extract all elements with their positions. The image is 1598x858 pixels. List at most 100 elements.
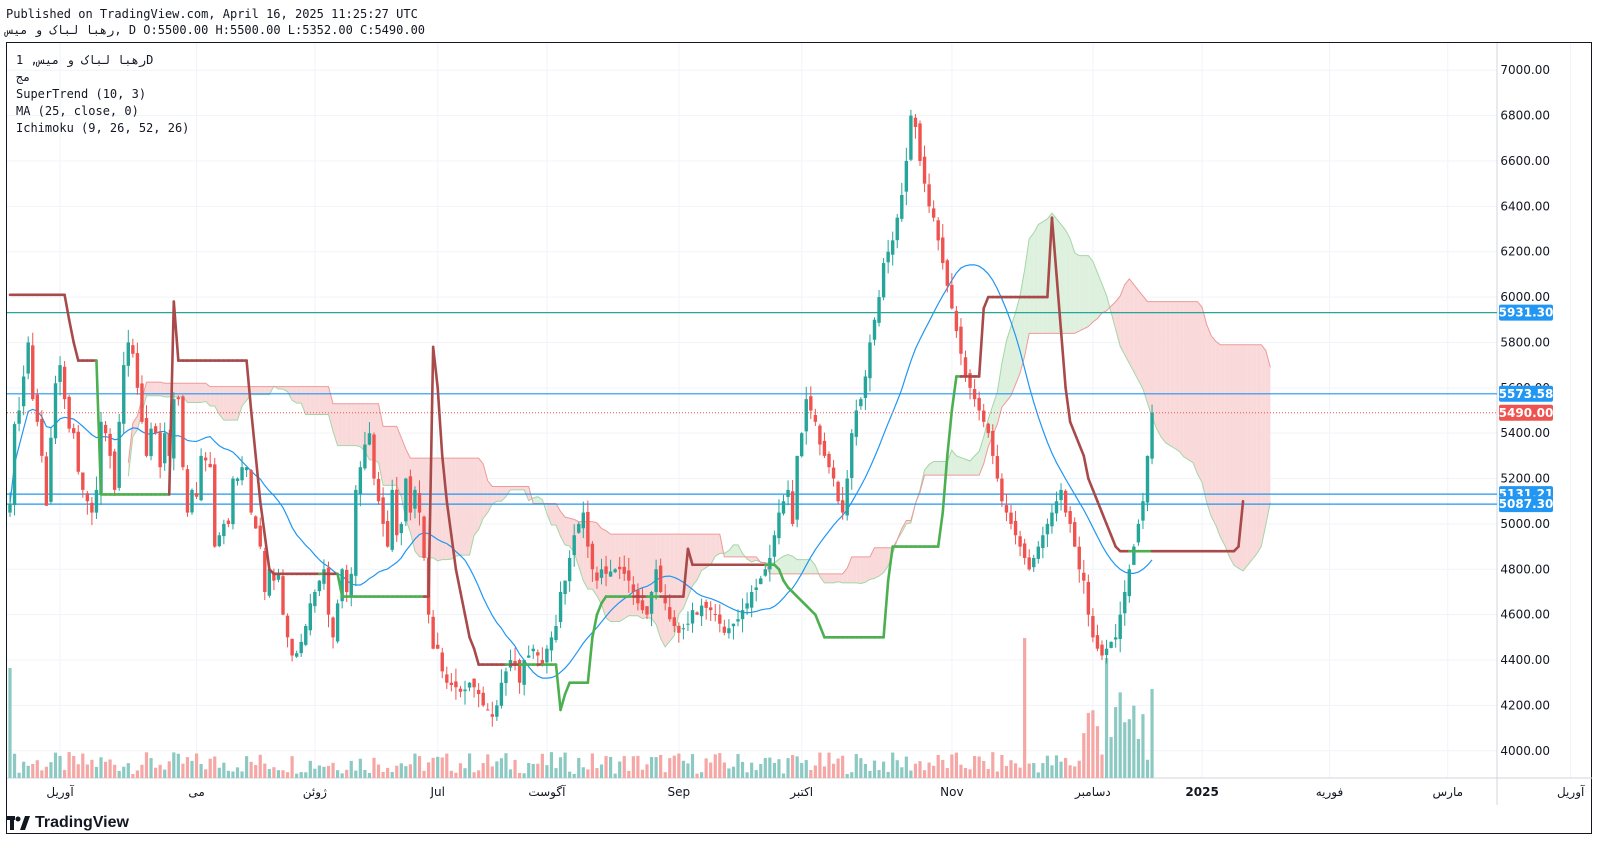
volume-bar [763,758,767,778]
cloud-segment [601,528,607,619]
candle-body [586,511,590,547]
cloud-segment [815,565,820,577]
volume-bar [609,756,613,778]
cloud-segment [314,386,320,415]
volume-bar [31,764,35,778]
candle-body [254,516,258,529]
legend-supertrend[interactable]: SuperTrend (10, 3) [16,87,147,101]
supertrend-segment [95,359,103,496]
legend-ichimoku[interactable]: Ichimoku (9, 26, 52, 26) [16,121,190,135]
price-tag-bg [1499,385,1553,402]
volume-bar [540,753,544,778]
volume-bar [954,752,958,778]
price-tag-label: 5931.30 [1499,306,1554,320]
cloud-segment [788,554,793,574]
cloud-segment [938,461,943,476]
cloud-segment [469,458,475,556]
candle-body [936,220,940,241]
volume-bar [668,758,672,778]
cloud-segment [515,486,520,490]
candle-body [122,365,126,424]
supertrend-segment [468,636,476,650]
x-tick-label: 2025 [1185,785,1218,799]
candle-body [690,610,695,624]
cloud-segment [164,383,170,397]
chart-frame [6,42,1592,834]
candle-body [131,345,135,354]
candle-body [345,569,349,592]
supertrend-segment [1082,454,1090,480]
candle-body [112,451,117,490]
candle-body [886,251,890,263]
tradingview-logo[interactable]: TradingView [6,814,129,832]
candle-body [918,123,922,161]
supertrend-segment [1087,477,1095,492]
volume-bar [872,760,877,778]
volume-bar [1032,763,1036,778]
volume-bar [467,753,472,778]
volume-bar [1082,733,1086,778]
candle-body [745,603,749,609]
candle-body [358,467,363,494]
legend-symbol[interactable]: رهبا لباک و میس, 1D [16,53,154,67]
candle-body [1141,501,1145,521]
cloud-segment [615,534,620,622]
volume-bar [490,766,494,778]
candle-body [1091,616,1095,638]
cloud-segment [1247,344,1253,566]
cloud-segment [337,403,343,446]
candle-body [1059,489,1063,501]
cloud-segment [192,383,197,403]
supertrend-segment [1050,216,1058,276]
candle-body [977,398,981,411]
candle-body [827,453,831,468]
volume-bar [267,769,271,778]
volume-bar [1064,757,1068,778]
candle-body [531,648,535,652]
candle-body [677,625,681,633]
cloud-segment [1170,301,1175,449]
volume-bar [117,771,121,778]
volume-bar [499,758,503,778]
cloud-segment [1174,301,1180,452]
candle-body [572,535,576,556]
candle-body [772,535,777,557]
volume-bar [659,754,663,778]
cloud-segment [474,458,479,536]
cloud-segment [1124,278,1130,364]
volume-bar [613,773,617,778]
volume-bar [194,753,199,778]
volume-bar [354,770,358,778]
volume-bar [367,773,372,778]
cloud-segment [396,426,402,497]
volume-bar [759,764,763,778]
legend-ma[interactable]: MA (25, close, 0) [16,104,139,118]
candle-body [422,516,426,558]
candle-body [49,437,53,502]
candle-body [950,284,954,309]
candle-body [713,613,717,615]
cloud-segment [205,383,211,406]
supertrend-segment [1059,329,1067,390]
volume-bar [932,765,936,778]
supertrend-segment [167,300,176,496]
candle-body [317,580,322,592]
candle-body [941,237,945,264]
cloud-segment [697,534,702,581]
volume-bar [536,763,540,778]
candle-body [622,566,626,574]
volume-bar [422,770,426,778]
candle-body [718,614,722,624]
volume-bar [1054,755,1059,778]
candle-body [35,394,39,422]
cloud-segment [1070,238,1075,334]
candle-body [12,424,17,506]
y-tick-label: 6200.00 [1500,245,1550,259]
volume-bar [1027,763,1031,778]
volume-bar [222,762,226,778]
candle-body [326,567,331,615]
y-tick-label: 5800.00 [1500,335,1550,349]
volume-bar [590,753,594,778]
supertrend-segment [818,624,826,639]
